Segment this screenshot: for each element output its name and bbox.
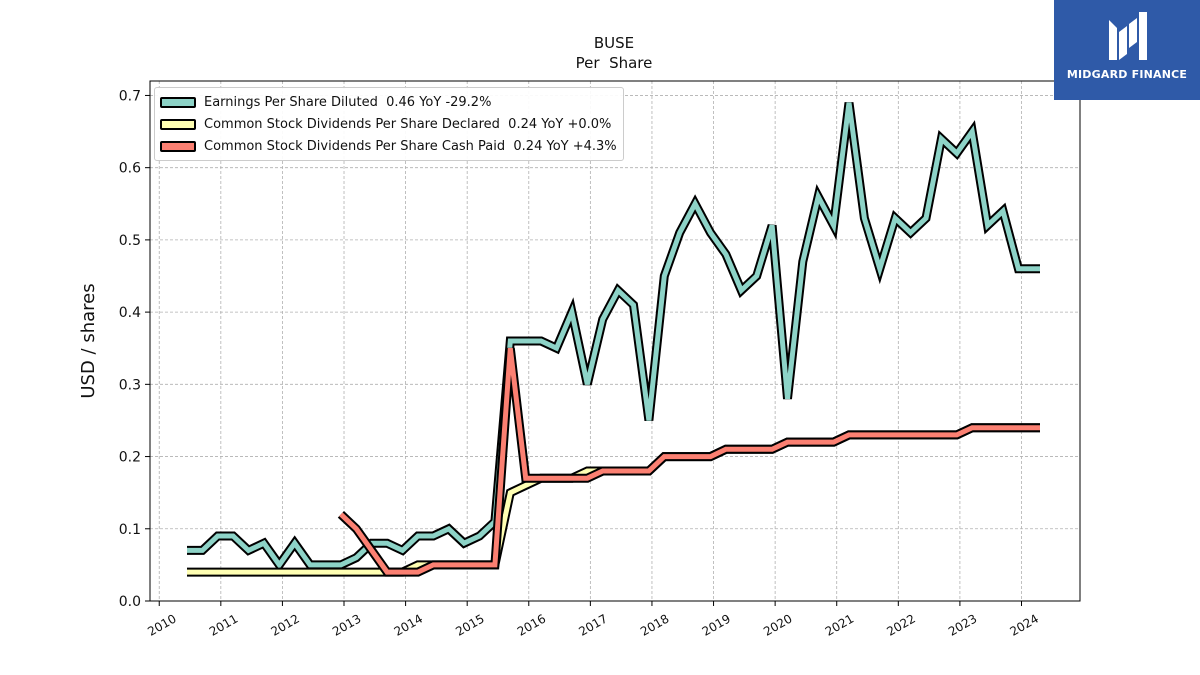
y-tick-label: 0.0 (119, 594, 141, 610)
series-line-dividends-declared-outline (187, 423, 1040, 577)
chart-legend: Earnings Per Share Diluted 0.46 YoY -29.… (154, 87, 624, 161)
brand-logo: MIDGARD FINANCE (1054, 0, 1200, 100)
y-tick-label: 0.3 (119, 377, 141, 393)
series-line-eps (187, 102, 1040, 573)
legend-swatch-dividends-paid (160, 140, 196, 152)
legend-label-eps: Earnings Per Share Diluted 0.46 YoY -29.… (204, 94, 492, 110)
series-line-eps-fill (187, 102, 1040, 570)
legend-label-dividends-declared: Common Stock Dividends Per Share Declare… (204, 116, 612, 132)
legend-swatch-dividends-declared (160, 118, 196, 130)
brand-logo-text: MIDGARD FINANCE (1066, 68, 1188, 81)
legend-item-eps: Earnings Per Share Diluted 0.46 YoY -29.… (160, 91, 617, 113)
series-line-eps-outline (187, 102, 1040, 573)
x-tick-label: 2012 (268, 611, 301, 638)
y-tick-label: 0.6 (119, 161, 141, 177)
series-lines (187, 102, 1040, 577)
x-tick-label: 2019 (700, 611, 733, 638)
x-tick-label: 2020 (761, 611, 794, 638)
x-tick-label: 2018 (638, 611, 671, 638)
y-tick-label: 0.2 (119, 450, 141, 466)
chart-subtitle: Per Share (576, 54, 653, 72)
series-line-dividends-paid (337, 347, 1040, 577)
x-tick-label: 2010 (145, 611, 178, 638)
y-tick-label: 0.4 (119, 305, 141, 321)
legend-item-dividends-declared: Common Stock Dividends Per Share Declare… (160, 113, 617, 135)
plot-frame (149, 80, 1081, 602)
y-tick-label: 0.7 (119, 88, 141, 104)
x-tick-label: 2017 (576, 611, 609, 638)
x-tick-label: 2016 (515, 611, 548, 638)
x-tick-label: 2024 (1008, 611, 1041, 638)
x-tick-label: 2014 (392, 611, 425, 638)
y-tick-label: 0.1 (119, 522, 141, 538)
x-tick-label: 2023 (946, 611, 979, 638)
y-tick-label: 0.5 (119, 233, 141, 249)
series-line-dividends-paid-outline (337, 347, 1040, 577)
x-tick-label: 2013 (330, 611, 363, 638)
x-tick-label: 2015 (453, 611, 486, 638)
legend-label-dividends-paid: Common Stock Dividends Per Share Cash Pa… (204, 138, 617, 154)
x-tick-label: 2022 (884, 611, 917, 638)
x-tick-label: 2011 (207, 611, 240, 638)
mf-monogram-icon (1109, 12, 1147, 60)
series-line-dividends-paid-fill (339, 347, 1040, 575)
legend-swatch-eps (160, 96, 196, 108)
series-line-dividends-declared (187, 423, 1040, 577)
legend-item-dividends-paid: Common Stock Dividends Per Share Cash Pa… (160, 135, 617, 157)
series-line-dividends-declared-fill (187, 425, 1040, 575)
x-tick-label: 2021 (823, 611, 856, 638)
y-axis-label: USD / shares (78, 283, 99, 398)
chart-title: BUSE (594, 34, 634, 52)
